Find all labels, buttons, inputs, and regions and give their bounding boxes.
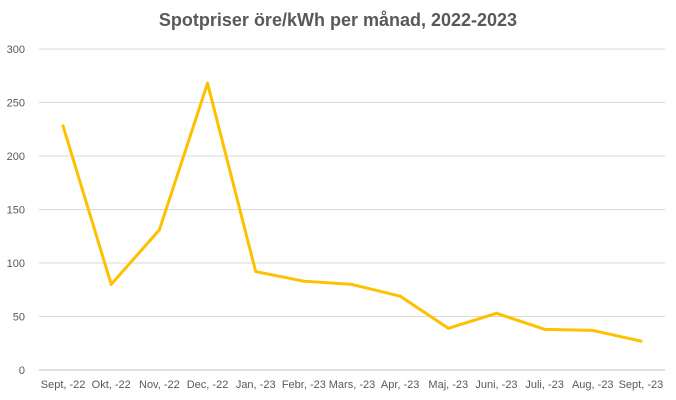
data-point — [350, 282, 354, 286]
x-tick-label: Mars, -23 — [329, 379, 375, 391]
x-tick-label: Jan, -23 — [236, 379, 276, 391]
x-tick-label: Sept, -22 — [41, 379, 86, 391]
data-point — [639, 339, 643, 343]
x-tick-label: Maj, -23 — [428, 379, 468, 391]
series-line — [61, 81, 643, 343]
y-tick-label: 100 — [7, 258, 25, 270]
data-point — [157, 228, 161, 232]
data-point — [302, 279, 306, 283]
data-point — [398, 294, 402, 298]
y-tick-label: 150 — [7, 205, 25, 217]
x-tick-label: Febr, -23 — [282, 379, 326, 391]
x-tick-label: Juni, -23 — [475, 379, 517, 391]
data-point — [61, 124, 65, 128]
data-point — [446, 326, 450, 330]
x-tick-label: Okt, -22 — [92, 379, 131, 391]
x-tick-label: Apr, -23 — [381, 379, 420, 391]
x-tick-label: Aug, -23 — [572, 379, 614, 391]
y-tick-label: 0 — [19, 365, 25, 377]
x-tick-label: Nov, -22 — [139, 379, 180, 391]
data-point — [109, 282, 113, 286]
data-point — [494, 311, 498, 315]
y-tick-label: 50 — [13, 312, 25, 324]
data-point — [206, 81, 210, 85]
data-point — [591, 328, 595, 332]
data-point — [543, 327, 547, 331]
x-tick-label: Sept, -23 — [619, 379, 664, 391]
x-tick-label: Juli, -23 — [525, 379, 564, 391]
chart-title: Spotpriser öre/kWh per månad, 2022-2023 — [158, 10, 518, 30]
y-tick-label: 200 — [7, 151, 25, 163]
y-tick-label: 250 — [7, 98, 25, 110]
y-tick-label: 300 — [7, 44, 25, 56]
data-point — [254, 270, 258, 274]
x-tick-label: Dec, -22 — [187, 379, 229, 391]
